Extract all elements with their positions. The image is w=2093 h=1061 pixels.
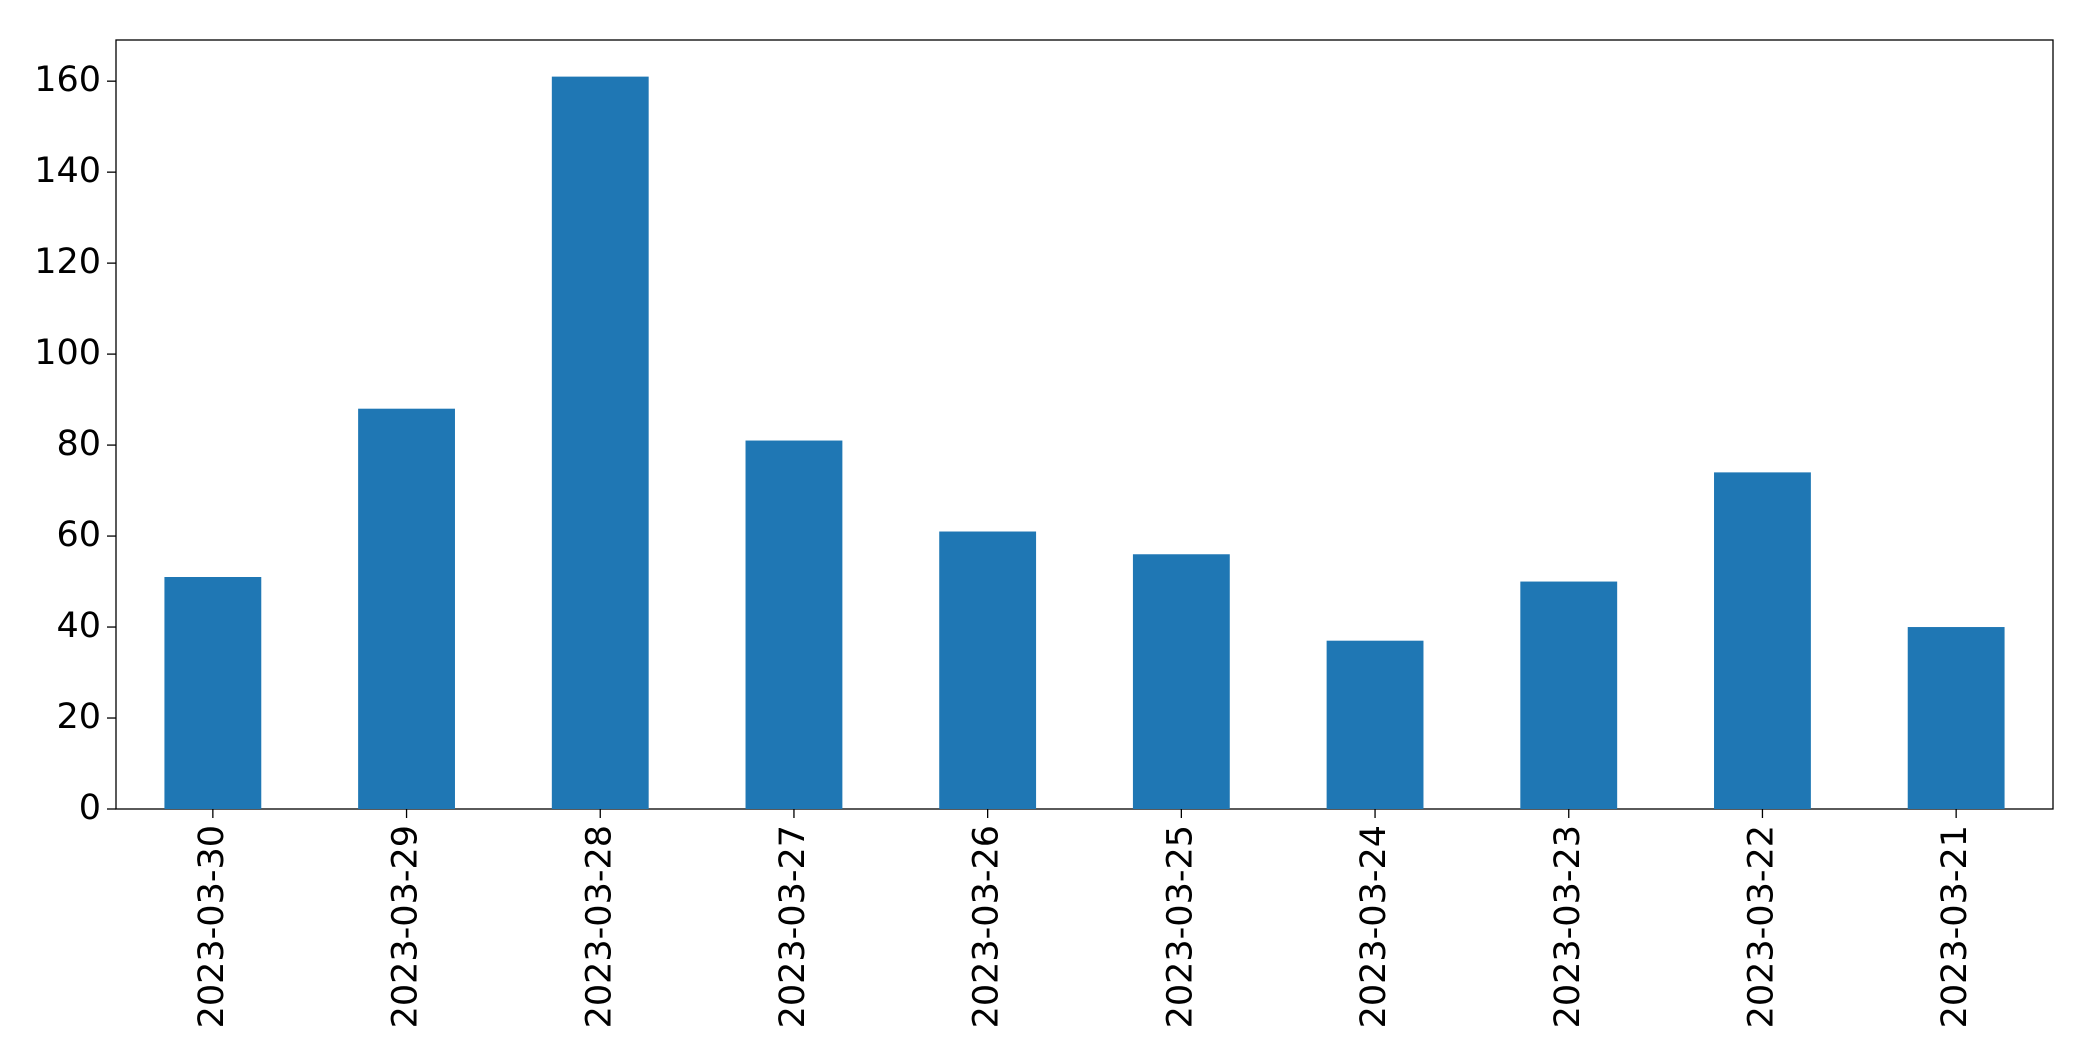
bar xyxy=(358,408,455,809)
x-tick-label: 2023-03-30 xyxy=(192,825,232,1028)
y-tick-label: 40 xyxy=(56,606,101,646)
bar xyxy=(164,577,262,809)
x-tick-label: 2023-03-22 xyxy=(1741,825,1781,1028)
bar xyxy=(939,531,1037,809)
y-tick-label: 100 xyxy=(34,333,101,373)
y-tick-label: 60 xyxy=(56,515,101,555)
y-tick-label: 160 xyxy=(34,60,101,100)
y-tick-label: 120 xyxy=(34,242,101,282)
bar xyxy=(551,76,649,810)
bar xyxy=(745,440,843,809)
bar xyxy=(1520,581,1618,809)
x-tick-label: 2023-03-29 xyxy=(386,825,426,1028)
y-tick-label: 140 xyxy=(34,151,101,191)
x-tick-label: 2023-03-26 xyxy=(967,825,1007,1028)
bar xyxy=(1907,627,2005,809)
x-tick-label: 2023-03-23 xyxy=(1548,825,1588,1028)
bar xyxy=(1714,472,1811,809)
y-tick-label: 20 xyxy=(56,697,101,737)
bar xyxy=(1326,640,1424,809)
x-tick-label: 2023-03-28 xyxy=(579,825,619,1028)
x-tick-label: 2023-03-21 xyxy=(1935,825,1975,1028)
plot-frame xyxy=(115,39,2054,810)
x-tick-label: 2023-03-24 xyxy=(1354,825,1394,1028)
y-tick-label: 80 xyxy=(56,424,101,464)
y-tick-label: 0 xyxy=(79,788,101,828)
x-tick-label: 2023-03-27 xyxy=(773,825,813,1028)
bar xyxy=(1132,554,1230,809)
x-tick-label: 2023-03-25 xyxy=(1160,825,1200,1028)
